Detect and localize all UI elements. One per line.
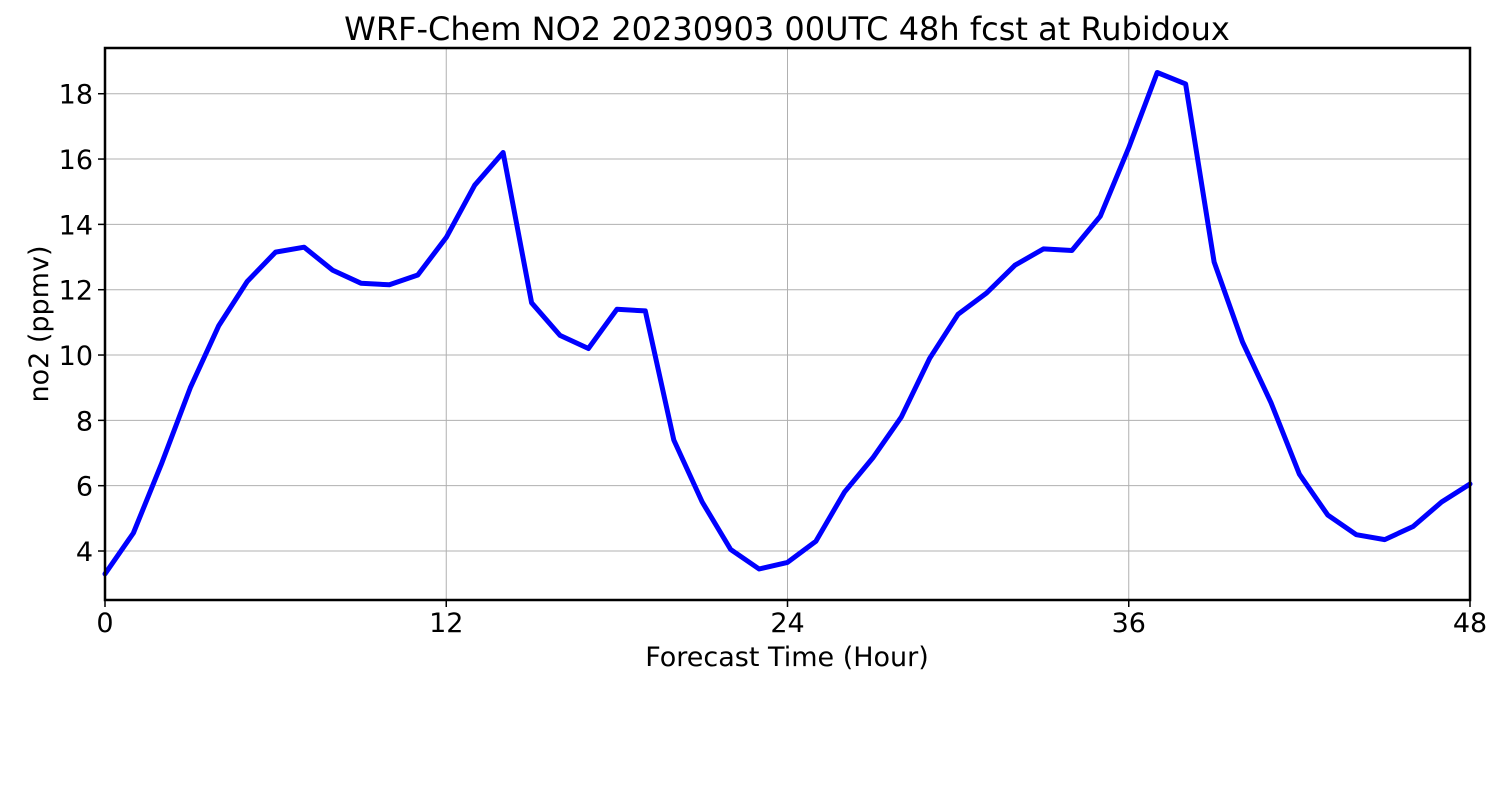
x-tick-label: 24 [770, 608, 804, 639]
y-tick-label: 8 [76, 406, 93, 437]
grid [104, 48, 1471, 600]
y-tick-label: 14 [59, 210, 93, 241]
x-tick-label: 12 [429, 608, 463, 639]
y-tick-label: 12 [59, 276, 93, 307]
y-tick-label: 18 [59, 80, 93, 111]
no2-series-line [102, 70, 1473, 577]
ticks: 0 12 24 36 48 4 6 8 10 12 14 16 18 [59, 80, 1488, 639]
y-axis-label: no2 (ppmv) [24, 245, 55, 402]
chart-title: WRF-Chem NO2 20230903 00UTC 48h fcst at … [344, 10, 1230, 48]
y-tick-label: 4 [76, 537, 93, 568]
y-tick-label: 16 [59, 145, 93, 176]
series-layer [102, 70, 1473, 577]
y-tick-label: 10 [59, 341, 93, 372]
x-tick-label: 48 [1453, 608, 1487, 639]
x-axis-label: Forecast Time (Hour) [645, 642, 929, 673]
x-tick-label: 36 [1112, 608, 1146, 639]
y-tick-label: 6 [76, 472, 93, 503]
x-tick-label: 0 [96, 608, 113, 639]
